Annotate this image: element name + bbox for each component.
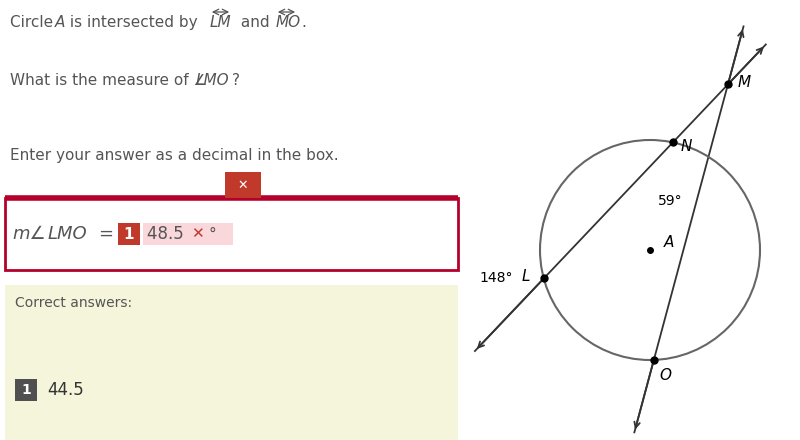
Text: O: O bbox=[660, 368, 672, 383]
Text: 1: 1 bbox=[124, 227, 134, 242]
Text: LM: LM bbox=[210, 15, 232, 29]
FancyBboxPatch shape bbox=[118, 223, 140, 245]
Text: 148°: 148° bbox=[479, 271, 513, 285]
Text: is intersected by: is intersected by bbox=[65, 15, 202, 29]
Text: 1: 1 bbox=[21, 383, 31, 397]
Text: Correct answers:: Correct answers: bbox=[15, 296, 132, 310]
Text: 48.5: 48.5 bbox=[147, 225, 189, 243]
FancyBboxPatch shape bbox=[225, 172, 261, 198]
Text: ✕: ✕ bbox=[238, 179, 248, 191]
Text: ✕: ✕ bbox=[191, 227, 204, 242]
Text: and: and bbox=[236, 15, 274, 29]
Text: A: A bbox=[55, 15, 66, 29]
Text: °: ° bbox=[209, 227, 217, 242]
Text: MO: MO bbox=[276, 15, 301, 29]
Text: Circle: Circle bbox=[10, 15, 58, 29]
Text: L: L bbox=[522, 269, 530, 284]
Text: .: . bbox=[301, 15, 306, 29]
FancyBboxPatch shape bbox=[5, 285, 458, 440]
Text: =: = bbox=[98, 225, 113, 243]
FancyBboxPatch shape bbox=[15, 379, 37, 401]
Text: N: N bbox=[681, 139, 692, 154]
Text: Enter your answer as a decimal in the box.: Enter your answer as a decimal in the bo… bbox=[10, 147, 338, 162]
Text: M: M bbox=[738, 75, 751, 90]
Text: What is the measure of ∠: What is the measure of ∠ bbox=[10, 73, 207, 88]
FancyBboxPatch shape bbox=[5, 198, 458, 270]
FancyBboxPatch shape bbox=[143, 223, 233, 245]
Text: LMO: LMO bbox=[196, 73, 230, 88]
Text: m∠: m∠ bbox=[12, 225, 46, 243]
Text: ?: ? bbox=[232, 73, 240, 88]
Text: 44.5: 44.5 bbox=[47, 381, 84, 399]
Text: LMO: LMO bbox=[48, 225, 88, 243]
Text: 59°: 59° bbox=[658, 194, 682, 208]
Text: A: A bbox=[664, 235, 674, 249]
